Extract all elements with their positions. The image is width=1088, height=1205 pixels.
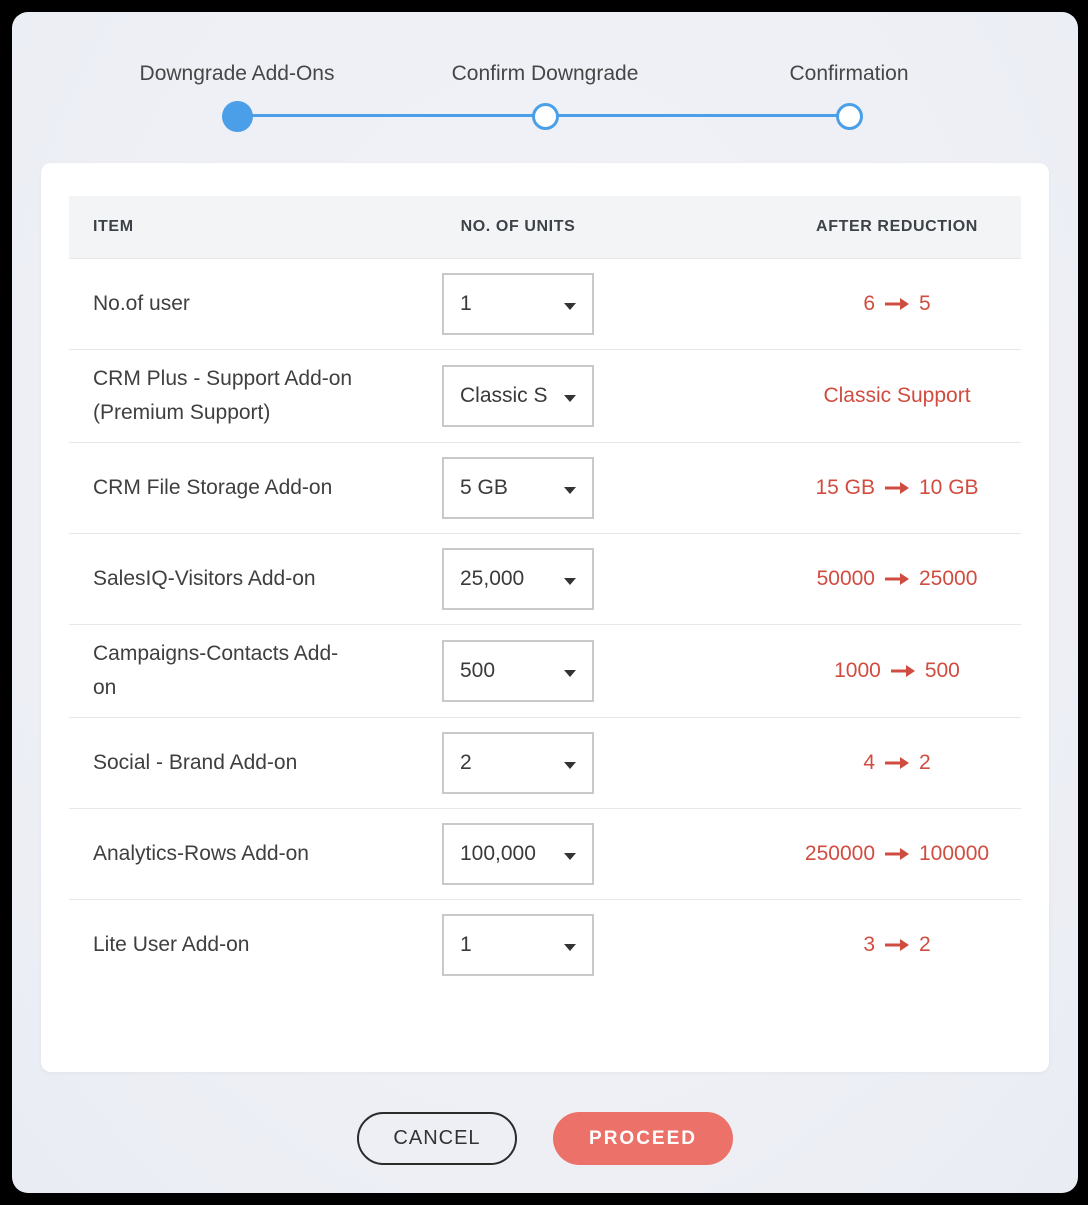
units-dropdown[interactable]: 25,000 bbox=[442, 548, 594, 610]
reduction-to: 500 bbox=[924, 659, 960, 682]
units-dropdown-value: 25,000 bbox=[460, 567, 525, 590]
table-row: Analytics-Rows Add-on 100,000 250000 100… bbox=[69, 808, 1021, 899]
right-arrow-icon bbox=[885, 482, 909, 494]
column-header-units: NO. OF UNITS bbox=[460, 218, 576, 235]
units-dropdown[interactable]: 100,000 bbox=[442, 823, 594, 885]
table-row: SalesIQ-Visitors Add-on 25,000 50000 250… bbox=[69, 533, 1021, 624]
reduction-from: 4 bbox=[863, 751, 875, 774]
reduction-to: 2 bbox=[919, 933, 931, 956]
after-reduction-value: 6 5 bbox=[773, 292, 1021, 316]
item-name-line: Lite User Add-on bbox=[93, 933, 250, 956]
item-name-line: CRM File Storage Add-on bbox=[93, 476, 333, 499]
right-arrow-icon bbox=[885, 848, 909, 860]
reduction-to: Classic Support bbox=[823, 384, 971, 407]
step-label-confirm-downgrade: Confirm Downgrade bbox=[451, 62, 639, 85]
units-dropdown-value: Classic S bbox=[460, 384, 548, 407]
item-name: Analytics-Rows Add-on bbox=[69, 837, 442, 871]
wizard-stepper: Downgrade Add-Ons Confirm Downgrade Conf… bbox=[12, 12, 1078, 163]
reduction-from: 3 bbox=[863, 933, 875, 956]
column-header-after-reduction: AFTER REDUCTION bbox=[816, 218, 978, 235]
step-dot-confirm-downgrade[interactable] bbox=[532, 103, 559, 130]
chevron-down-icon bbox=[564, 853, 576, 860]
units-dropdown-value: 1 bbox=[460, 292, 472, 315]
cancel-button[interactable]: CANCEL bbox=[357, 1112, 517, 1165]
reduction-from: 15 GB bbox=[815, 476, 875, 499]
reduction-to: 10 GB bbox=[919, 476, 979, 499]
after-reduction-value: 250000 100000 bbox=[773, 842, 1021, 866]
proceed-button[interactable]: PROCEED bbox=[553, 1112, 733, 1165]
reduction-from: 6 bbox=[863, 292, 875, 315]
column-header-item: ITEM bbox=[93, 218, 134, 235]
chevron-down-icon bbox=[564, 487, 576, 494]
item-name-line: SalesIQ-Visitors Add-on bbox=[93, 567, 316, 590]
item-name: Lite User Add-on bbox=[69, 928, 442, 962]
units-dropdown[interactable]: 1 bbox=[442, 273, 594, 335]
step-label-confirmation: Confirmation bbox=[789, 62, 909, 85]
item-name: SalesIQ-Visitors Add-on bbox=[69, 562, 442, 596]
item-name-line: Campaigns-Contacts Add- bbox=[93, 642, 339, 665]
chevron-down-icon bbox=[564, 578, 576, 585]
units-dropdown-value: 2 bbox=[460, 751, 472, 774]
table-row: Campaigns-Contacts Add- on 500 1000 500 bbox=[69, 624, 1021, 717]
right-arrow-icon bbox=[890, 665, 915, 677]
right-arrow-icon bbox=[885, 757, 909, 769]
table-row: CRM File Storage Add-on 5 GB 15 GB 10 GB bbox=[69, 442, 1021, 533]
item-name-line: Social - Brand Add-on bbox=[93, 751, 298, 774]
action-bar: CANCEL PROCEED bbox=[12, 1112, 1078, 1165]
step-dot-downgrade-add-ons-active[interactable] bbox=[222, 101, 253, 132]
units-dropdown[interactable]: 1 bbox=[442, 914, 594, 976]
reduction-to: 100000 bbox=[919, 842, 990, 865]
units-dropdown[interactable]: 2 bbox=[442, 732, 594, 794]
chevron-down-icon bbox=[564, 395, 576, 402]
chevron-down-icon bbox=[564, 762, 576, 769]
table-row: CRM Plus - Support Add-on (Premium Suppo… bbox=[69, 349, 1021, 442]
reduction-to: 5 bbox=[919, 292, 931, 315]
after-reduction-value: 15 GB 10 GB bbox=[773, 476, 1021, 500]
item-name: Campaigns-Contacts Add- on bbox=[69, 637, 442, 705]
chevron-down-icon bbox=[564, 670, 576, 677]
addons-card: ITEM NO. OF UNITS AFTER REDUCTION No.of … bbox=[41, 163, 1049, 1072]
after-reduction-value: Classic Support bbox=[773, 384, 1021, 408]
item-name: No.of user bbox=[69, 287, 442, 321]
chevron-down-icon bbox=[564, 303, 576, 310]
units-dropdown-value: 5 GB bbox=[460, 476, 508, 499]
after-reduction-value: 4 2 bbox=[773, 751, 1021, 775]
reduction-from: 1000 bbox=[834, 659, 881, 682]
units-dropdown-value: 500 bbox=[460, 659, 496, 682]
item-name: Social - Brand Add-on bbox=[69, 746, 442, 780]
item-name: CRM Plus - Support Add-on (Premium Suppo… bbox=[69, 362, 442, 430]
units-dropdown-value: 1 bbox=[460, 933, 472, 956]
units-dropdown[interactable]: 500 bbox=[442, 640, 594, 702]
units-dropdown[interactable]: 5 GB bbox=[442, 457, 594, 519]
table-header-row: ITEM NO. OF UNITS AFTER REDUCTION bbox=[69, 196, 1021, 258]
table-row: Social - Brand Add-on 2 4 2 bbox=[69, 717, 1021, 808]
item-name-line: CRM Plus - Support Add-on bbox=[93, 367, 353, 390]
reduction-from: 50000 bbox=[816, 567, 875, 590]
right-arrow-icon bbox=[885, 939, 909, 951]
right-arrow-icon bbox=[885, 298, 909, 310]
table-row: No.of user 1 6 5 bbox=[69, 258, 1021, 349]
reduction-to: 2 bbox=[919, 751, 931, 774]
reduction-to: 25000 bbox=[919, 567, 978, 590]
units-dropdown[interactable]: Classic S bbox=[442, 365, 594, 427]
after-reduction-value: 3 2 bbox=[773, 933, 1021, 957]
step-dot-confirmation[interactable] bbox=[836, 103, 863, 130]
right-arrow-icon bbox=[885, 573, 909, 585]
item-name-line: on bbox=[93, 676, 117, 699]
after-reduction-value: 50000 25000 bbox=[773, 567, 1021, 591]
downgrade-wizard-panel: Downgrade Add-Ons Confirm Downgrade Conf… bbox=[12, 12, 1078, 1193]
units-dropdown-value: 100,000 bbox=[460, 842, 536, 865]
reduction-from: 250000 bbox=[804, 842, 875, 865]
table-row: Lite User Add-on 1 3 2 bbox=[69, 899, 1021, 990]
after-reduction-value: 1000 500 bbox=[773, 659, 1021, 683]
item-name-line: Analytics-Rows Add-on bbox=[93, 842, 309, 865]
step-label-downgrade-add-ons: Downgrade Add-Ons bbox=[139, 62, 335, 85]
item-name-line: (Premium Support) bbox=[93, 401, 271, 424]
item-name: CRM File Storage Add-on bbox=[69, 471, 442, 505]
item-name-line: No.of user bbox=[93, 292, 190, 315]
chevron-down-icon bbox=[564, 944, 576, 951]
